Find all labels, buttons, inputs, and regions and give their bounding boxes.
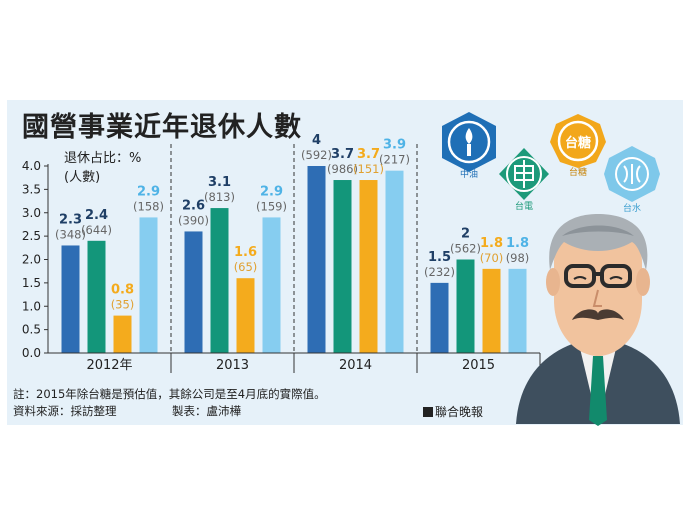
data-label: 1.8 xyxy=(480,236,503,251)
count-label: (986) xyxy=(327,162,358,176)
data-label: 2.9 xyxy=(260,184,283,199)
y-axis: 0.0 0.5 1.0 1.5 2.0 2.5 3.0 3.5 4.0 xyxy=(22,159,49,360)
count-label: (592) xyxy=(301,148,332,162)
sugar-seal-icon: 台糖 xyxy=(565,135,591,151)
y-tick-label: 4.0 xyxy=(22,159,41,173)
logo-taipower: 台電 xyxy=(499,148,549,212)
x-axis: 2012年 2013 2014 2015 xyxy=(48,352,541,373)
data-label: 1.8 xyxy=(506,236,529,251)
x-category-label: 2012年 xyxy=(86,358,132,373)
data-label: 2.3 xyxy=(59,212,82,227)
y-tick-label: 2.0 xyxy=(22,253,41,267)
bar xyxy=(87,240,106,353)
bars: 2.3(348)2.4(644)0.8(35)2.9(158) 2.6(390)3… xyxy=(55,133,529,353)
count-label: (348) xyxy=(55,227,86,241)
bar xyxy=(139,217,158,353)
data-label: 4 xyxy=(312,133,321,148)
bar xyxy=(210,208,229,353)
count-label: (644) xyxy=(81,223,112,237)
count-label: (65) xyxy=(234,260,258,274)
logo-label-cpc: 中油 xyxy=(460,168,478,180)
count-label: (70) xyxy=(480,251,504,265)
count-label: (232) xyxy=(424,265,455,279)
bar xyxy=(430,282,449,353)
water-drop-icon xyxy=(623,164,641,184)
bar xyxy=(262,217,281,353)
y-tick-label: 0.5 xyxy=(22,323,41,337)
y-tick-label: 1.5 xyxy=(22,276,41,290)
bar xyxy=(359,180,378,353)
x-category-label: 2013 xyxy=(216,358,249,373)
logo-taisugar: 台糖 台糖 xyxy=(550,114,606,178)
logo-cpc: 中油 xyxy=(442,112,496,180)
data-label: 1.6 xyxy=(234,245,257,260)
data-label: 2.4 xyxy=(85,208,108,223)
count-label: (217) xyxy=(379,153,410,167)
logo-label-taisugar: 台糖 xyxy=(569,166,587,178)
data-label: 3.1 xyxy=(208,175,231,190)
flame-torch-icon xyxy=(465,128,473,156)
bar xyxy=(61,245,80,353)
count-label: (562) xyxy=(450,242,481,256)
y-tick-label: 2.5 xyxy=(22,229,41,243)
legend-rate-label: 退休占比：% xyxy=(64,151,142,166)
power-grid-icon xyxy=(514,160,534,188)
count-label: (35) xyxy=(111,298,135,312)
data-label: 3.7 xyxy=(331,147,354,162)
count-label: (159) xyxy=(256,199,287,213)
bar xyxy=(236,278,255,353)
bar xyxy=(482,268,501,353)
x-category-label: 2015 xyxy=(462,358,495,373)
logo-taiwater: 台水 xyxy=(604,146,660,214)
press-name: 聯合晚報 xyxy=(435,405,484,419)
man-illustration xyxy=(516,214,680,426)
count-label: (98) xyxy=(506,251,530,265)
svg-text:台糖: 台糖 xyxy=(565,135,591,151)
bar xyxy=(508,268,527,353)
y-tick-label: 3.5 xyxy=(22,182,41,196)
bar xyxy=(113,315,132,353)
footnote: 註：2015年除台糖是預估值，其餘公司是至4月底的實際值。 xyxy=(13,387,326,401)
group-dividers xyxy=(170,144,418,373)
data-label: 2.9 xyxy=(137,184,160,199)
y-tick-label: 0.0 xyxy=(22,346,41,360)
count-label: (158) xyxy=(133,199,164,213)
press-credit: 聯合晚報 xyxy=(423,403,483,420)
source-credit: 資料來源：採訪整理 xyxy=(13,404,117,418)
maker-credit: 製表：盧沛樺 xyxy=(172,404,241,418)
logo-label-taiwater: 台水 xyxy=(623,202,641,214)
count-label: (390) xyxy=(178,213,209,227)
press-square-icon xyxy=(423,407,433,417)
data-label: 0.8 xyxy=(111,283,134,298)
legend-count-label: (人數) xyxy=(64,170,101,185)
bar xyxy=(184,231,203,353)
data-label: 2.6 xyxy=(182,198,205,213)
chart-title: 國營事業近年退休人數 xyxy=(22,112,302,143)
y-tick-label: 1.0 xyxy=(22,299,41,313)
count-label: (813) xyxy=(204,190,235,204)
x-category-label: 2014 xyxy=(339,358,372,373)
data-label: 3.7 xyxy=(357,147,380,162)
data-label: 2 xyxy=(461,227,470,242)
count-label: (151) xyxy=(353,162,384,176)
data-label: 3.9 xyxy=(383,138,406,153)
y-tick-label: 3.0 xyxy=(22,206,41,220)
bar xyxy=(385,170,404,353)
data-label: 1.5 xyxy=(428,250,451,265)
bar xyxy=(333,180,352,353)
bar xyxy=(456,259,475,353)
bar xyxy=(307,166,326,353)
logo-label-taipower: 台電 xyxy=(515,200,533,212)
